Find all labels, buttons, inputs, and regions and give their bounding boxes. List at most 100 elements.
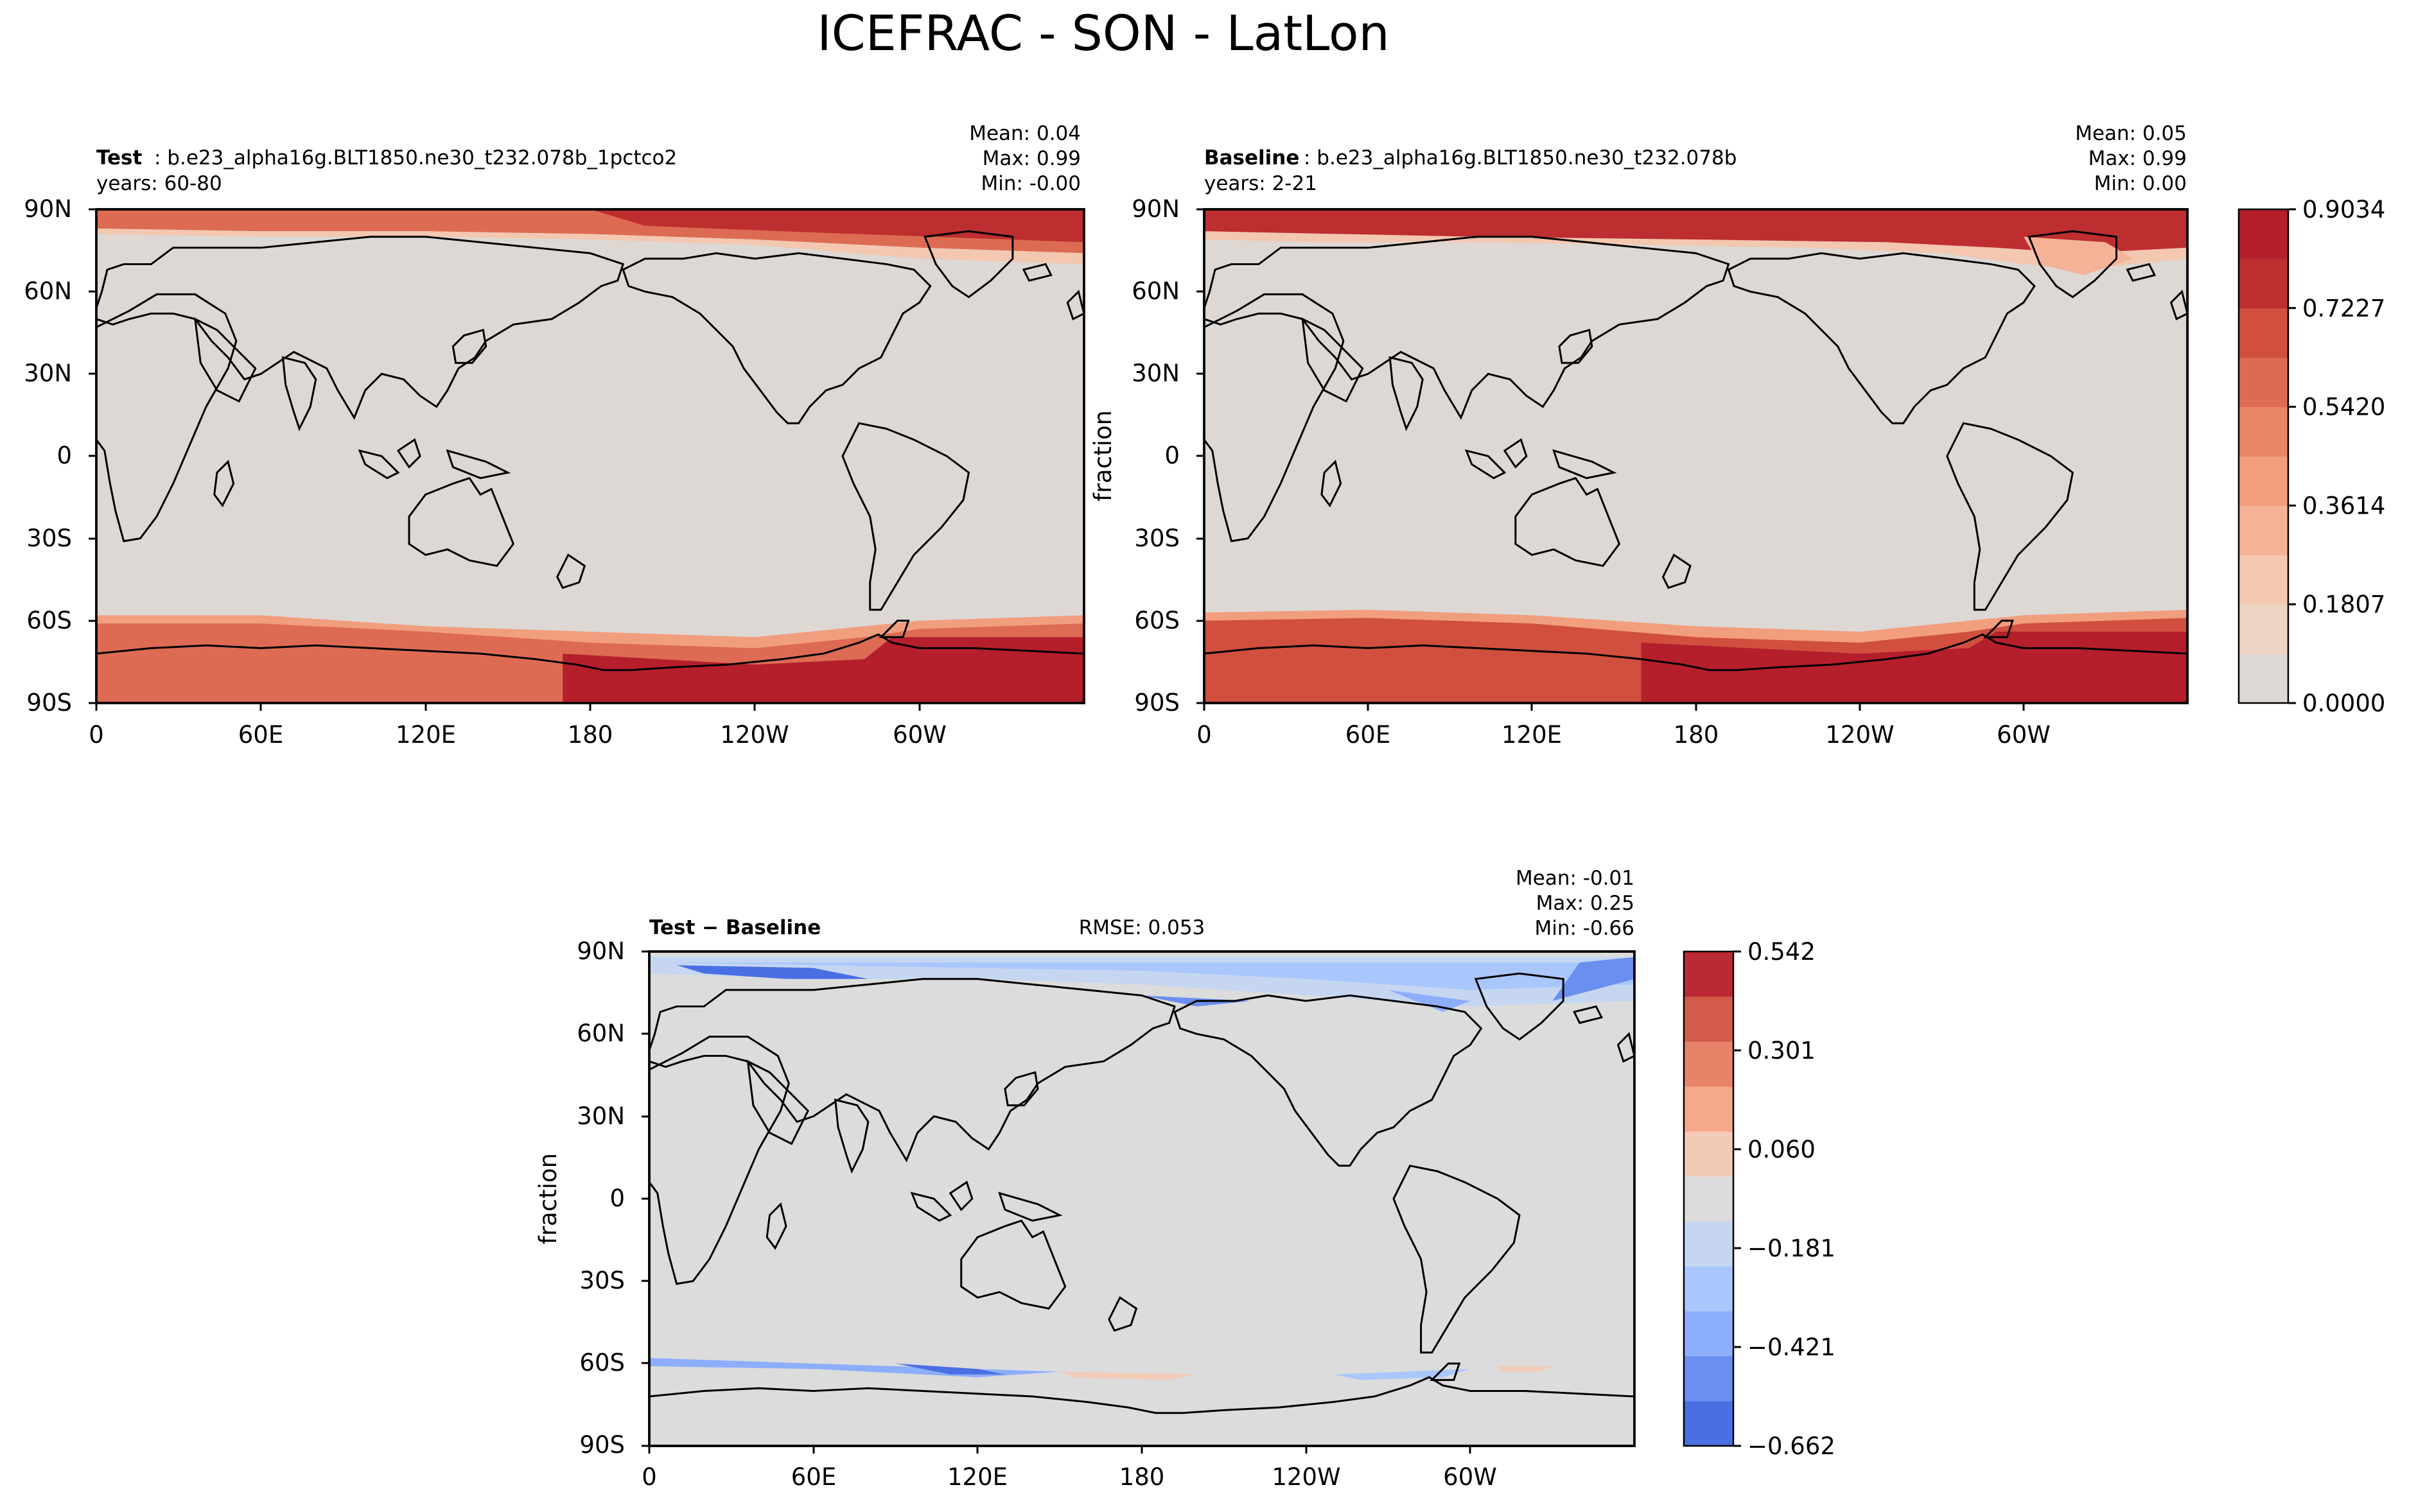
baseline-lat-tick: 30S xyxy=(1134,525,1180,552)
test-lon-tick: 60W xyxy=(893,721,947,749)
test-lat-tick: 30S xyxy=(26,525,72,552)
baseline-lon-tick: 120W xyxy=(1825,721,1894,749)
baseline-label-bold: Baseline xyxy=(1204,146,1299,169)
colorbar-main-ticks: 0.0000 0.1807 0.3614 0.5420 0.7227 0.9034 xyxy=(2288,196,2385,717)
baseline-lat-tick: 0 xyxy=(1164,442,1180,469)
diff-stat-max: Max: 0.25 xyxy=(1536,892,1634,915)
baseline-lon-tick: 60W xyxy=(1997,721,2051,749)
baseline-ylabel: fraction xyxy=(1089,410,1117,501)
colorbar-block xyxy=(1684,1266,1733,1312)
baseline-stat-mean: Mean: 0.05 xyxy=(2075,122,2187,145)
colorbar-block xyxy=(2239,357,2288,408)
colorbar-block xyxy=(2239,555,2288,605)
colorbar-block xyxy=(2239,308,2288,358)
baseline-map xyxy=(1203,208,2189,704)
colorbar-block xyxy=(2239,604,2288,654)
diff-map xyxy=(648,950,1636,1447)
colorbar-main-frame xyxy=(2237,208,2289,704)
test-lon-ticks: 0 60E 120E 180 120W 60W xyxy=(89,721,947,749)
colorbar-block xyxy=(2239,456,2288,506)
diff-lat-tick: 60S xyxy=(579,1349,625,1377)
test-lon-tick: 120E xyxy=(396,721,456,749)
colorbar-block xyxy=(1684,1356,1733,1402)
colorbar-main-blocks xyxy=(2239,209,2288,704)
diff-lat-tick: 60N xyxy=(577,1020,625,1047)
test-stat-max: Max: 0.99 xyxy=(983,147,1081,170)
colorbar-diff-frame xyxy=(1683,950,1735,1447)
diff-lat-tick: 90N xyxy=(577,937,625,965)
test-stat-mean: Mean: 0.04 xyxy=(969,122,1081,145)
colorbar-block xyxy=(1684,952,1733,997)
colorbar-block xyxy=(2239,505,2288,555)
test-lat-ticks: 90N 60N 30N 0 30S 60S 90S xyxy=(24,195,72,717)
test-lon-tick: 60E xyxy=(238,721,283,749)
colorbar-block xyxy=(2239,209,2288,259)
colorbar-tick-label: 0.301 xyxy=(1747,1037,1816,1064)
test-stat-min: Min: -0.00 xyxy=(981,172,1081,195)
panel-diff: Test − Baseline RMSE: 0.053 Mean: -0.01 … xyxy=(534,867,1636,1491)
colorbar-block xyxy=(2239,654,2288,704)
test-label-bold: Test xyxy=(96,146,143,169)
colorbar-block xyxy=(2239,258,2288,309)
colorbar-tick-label: 0.542 xyxy=(1747,938,1816,966)
test-lat-tick: 30N xyxy=(24,360,72,387)
colorbar-block xyxy=(1684,1401,1733,1447)
diff-stat-mean: Mean: -0.01 xyxy=(1516,867,1634,890)
test-label-case: : b.e23_alpha16g.BLT1850.ne30_t232.078b_… xyxy=(154,146,677,169)
diff-rmse: RMSE: 0.053 xyxy=(1079,916,1205,939)
colorbar-diff: −0.662 −0.421 −0.181 0.060 0.301 0.542 xyxy=(1683,938,1835,1460)
diff-lat-tick: 30S xyxy=(579,1267,625,1294)
colorbar-tick-label: −0.662 xyxy=(1747,1432,1835,1460)
colorbar-block xyxy=(1684,1131,1733,1177)
baseline-lat-tick: 90S xyxy=(1134,689,1180,717)
test-lat-tick: 0 xyxy=(57,442,72,469)
test-lon-tick: 180 xyxy=(568,721,613,749)
colorbar-tick-label: 0.3614 xyxy=(2302,492,2385,519)
diff-lon-tick: 120W xyxy=(1272,1463,1340,1491)
diff-lat-tick: 0 xyxy=(609,1185,625,1212)
baseline-lon-ticks: 0 60E 120E 180 120W 60W xyxy=(1196,721,2051,749)
colorbar-tick-label: 0.7227 xyxy=(2302,295,2385,322)
baseline-lon-tick: 0 xyxy=(1196,721,1212,749)
diff-label-bold: Test − Baseline xyxy=(649,916,821,939)
colorbar-tick-label: −0.421 xyxy=(1747,1334,1835,1361)
test-lat-tick: 90N xyxy=(24,195,72,223)
test-map xyxy=(95,208,1085,704)
diff-lon-ticks: 0 60E 120E 180 120W 60W xyxy=(642,1463,1497,1491)
baseline-label-case: : b.e23_alpha16g.BLT1850.ne30_t232.078b xyxy=(1304,146,1737,169)
baseline-lat-tick: 30N xyxy=(1132,360,1180,387)
baseline-lat-ticks: 90N 60N 30N 0 30S 60S 90S xyxy=(1132,195,1180,717)
diff-map-background xyxy=(649,952,1634,1447)
test-lon-tick: 0 xyxy=(89,721,104,749)
colorbar-block xyxy=(1684,1176,1733,1222)
baseline-lon-tick: 120E xyxy=(1501,721,1562,749)
test-lat-tick: 90S xyxy=(26,689,72,717)
colorbar-block xyxy=(2239,406,2288,456)
colorbar-tick-label: 0.1807 xyxy=(2302,591,2385,618)
baseline-lon-tick: 180 xyxy=(1674,721,1719,749)
diff-lon-tick: 60W xyxy=(1443,1463,1497,1491)
colorbar-tick-label: 0.060 xyxy=(1747,1136,1816,1163)
colorbar-block xyxy=(1684,1221,1733,1267)
baseline-stat-min: Min: 0.00 xyxy=(2094,172,2187,195)
diff-ylabel: fraction xyxy=(534,1153,562,1244)
colorbar-diff-blocks xyxy=(1684,952,1733,1447)
colorbar-tick-label: 0.5420 xyxy=(2302,394,2385,421)
diff-lat-tick: 30N xyxy=(577,1102,625,1130)
panel-test: Test : b.e23_alpha16g.BLT1850.ne30_t232.… xyxy=(24,122,1085,749)
colorbar-tick-label: 0.0000 xyxy=(2302,690,2385,717)
diff-lat-tick: 90S xyxy=(579,1431,625,1459)
diff-lon-tick: 60E xyxy=(791,1463,836,1491)
colorbar-block xyxy=(1684,1041,1733,1087)
panel-baseline: Baseline : b.e23_alpha16g.BLT1850.ne30_t… xyxy=(1089,122,2189,749)
baseline-lon-tick: 60E xyxy=(1345,721,1390,749)
test-lat-tick: 60S xyxy=(26,607,72,634)
test-years: years: 60-80 xyxy=(96,172,222,195)
diff-lon-tick: 180 xyxy=(1119,1463,1165,1491)
diff-stat-min: Min: -0.66 xyxy=(1534,917,1634,940)
colorbar-block xyxy=(1684,996,1733,1042)
test-lon-tick: 120W xyxy=(720,721,789,749)
colorbar-tick-label: −0.181 xyxy=(1747,1235,1835,1262)
colorbar-block xyxy=(1684,1086,1733,1132)
